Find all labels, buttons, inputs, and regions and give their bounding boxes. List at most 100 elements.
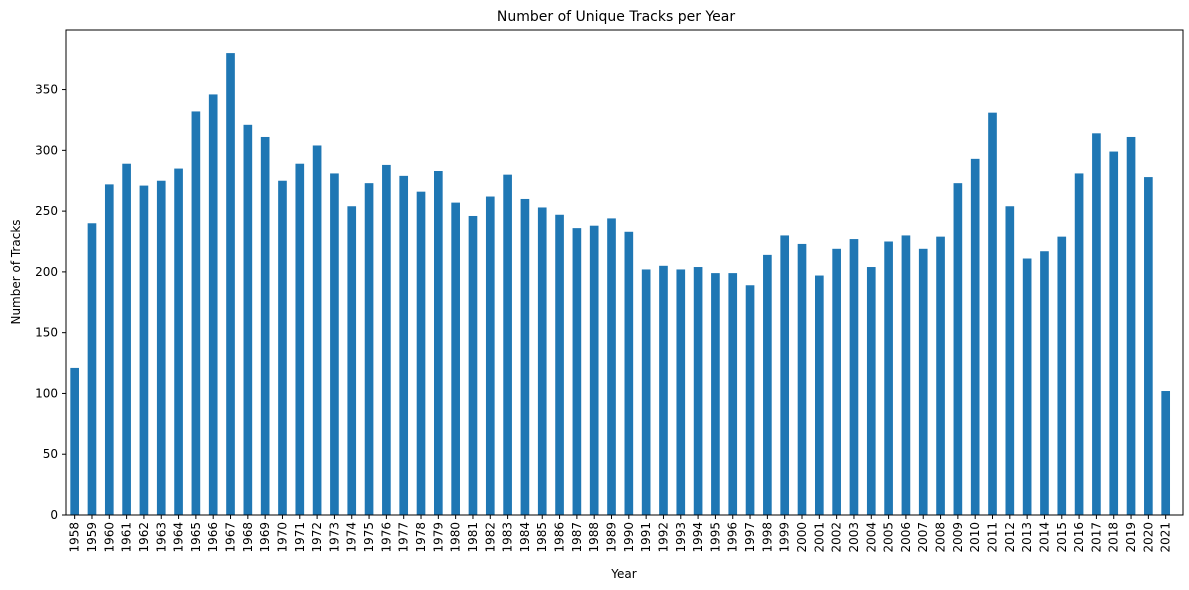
bar-2007 [918,248,928,516]
bar-1971 [295,163,305,515]
x-tick-label: 1968 [241,522,255,553]
bar-2011 [988,112,997,515]
x-tick-label: 2016 [1072,522,1086,553]
bar-2006 [901,235,911,515]
x-tick-label: 2021 [1159,522,1173,553]
x-tick-label: 1977 [397,522,411,553]
bar-1982 [485,196,495,515]
bar-1998 [763,254,772,515]
bar-1986 [555,214,564,515]
bar-1962 [139,185,149,515]
x-tick-label: 1991 [639,522,653,553]
x-tick-label: 1970 [275,522,289,553]
x-tick-label: 1990 [622,522,636,553]
y-tick-label: 350 [35,83,58,97]
bar-1990 [624,231,634,515]
bar-1975 [364,183,374,515]
plot-frame [65,29,1184,516]
x-axis: 1958 1959 1960 1961 1962 1963 1964 1965 1966 1967… [68,515,1173,553]
x-tick-label: 1961 [120,522,134,553]
x-tick-label: 1969 [258,522,272,553]
x-tick-label: 1975 [362,522,376,553]
bars-group [70,53,1171,516]
x-tick-label: 1967 [224,522,238,553]
bar-2013 [1022,258,1032,515]
bar-1965 [191,111,201,515]
x-tick-label: 2018 [1107,522,1121,553]
bar-1987 [572,228,582,515]
x-tick-label: 1984 [518,522,532,553]
bar-2012 [1005,206,1015,515]
bar-2004 [866,267,876,515]
x-tick-label: 1993 [674,522,688,553]
x-tick-label: 2020 [1141,522,1155,553]
x-tick-label: 1958 [68,522,82,553]
bar-2017 [1092,133,1101,515]
bar-1960 [104,184,114,515]
bar-2008 [936,236,945,515]
bar-1974 [347,206,357,515]
x-tick-label: 1989 [605,522,619,553]
x-tick-label: 2012 [1003,522,1017,553]
x-tick-label: 1999 [778,522,792,553]
x-tick-label: 2004 [864,522,878,553]
x-tick-label: 1982 [483,522,497,553]
x-tick-label: 1979 [431,522,445,553]
bar-1976 [382,164,391,516]
bar-1979 [434,171,443,515]
y-tick-label: 150 [35,326,58,340]
y-tick-label: 100 [35,386,58,400]
bar-2005 [884,241,893,515]
x-tick-label: 1994 [691,522,705,553]
bar-1995 [711,273,720,515]
x-tick-label: 1962 [137,522,151,553]
x-tick-label: 2003 [847,522,861,553]
bar-1988 [589,225,599,515]
x-tick-label: 1996 [726,522,740,553]
x-tick-label: 1974 [345,522,359,553]
bar-1996 [728,273,738,515]
x-tick-label: 1960 [102,522,116,553]
x-tick-label: 2000 [795,522,809,553]
y-tick-label: 50 [43,447,58,461]
bar-1984 [520,198,530,515]
x-tick-label: 2017 [1089,522,1103,553]
x-tick-label: 2011 [986,522,1000,553]
x-tick-label: 2019 [1124,522,1138,553]
bar-1997 [745,285,755,515]
x-tick-label: 1972 [310,522,324,553]
bar-1999 [780,235,790,515]
x-tick-label: 2008 [934,522,948,553]
bar-1970 [278,180,287,516]
bar-1968 [243,124,253,515]
bar-1977 [399,175,409,516]
x-tick-label: 1965 [189,522,203,553]
bar-2000 [797,243,807,515]
bar-1969 [260,136,270,515]
bar-2009 [953,183,963,515]
x-tick-label: 1987 [570,522,584,553]
bar-1973 [330,173,339,515]
bar-1980 [451,202,460,516]
bar-1963 [156,180,166,516]
x-tick-label: 1997 [743,522,757,553]
bar-1959 [87,223,97,515]
x-tick-label: 1992 [656,522,670,553]
x-tick-label: 1971 [293,522,307,553]
chart-title: Number of Unique Tracks per Year [497,9,735,25]
x-tick-label: 1998 [760,522,774,553]
bar-1967 [226,53,235,515]
bar-2018 [1109,151,1119,516]
bar-1994 [693,267,703,515]
bar-1966 [208,94,218,516]
y-tick-label: 200 [35,265,58,279]
x-tick-label: 2002 [830,522,844,553]
bar-2014 [1040,251,1049,516]
bar-1993 [676,269,686,515]
x-tick-label: 1995 [708,522,722,553]
bar-2020 [1144,177,1153,515]
x-tick-label: 1976 [379,522,393,553]
bar-2001 [815,275,824,515]
x-tick-label: 2013 [1020,522,1034,553]
